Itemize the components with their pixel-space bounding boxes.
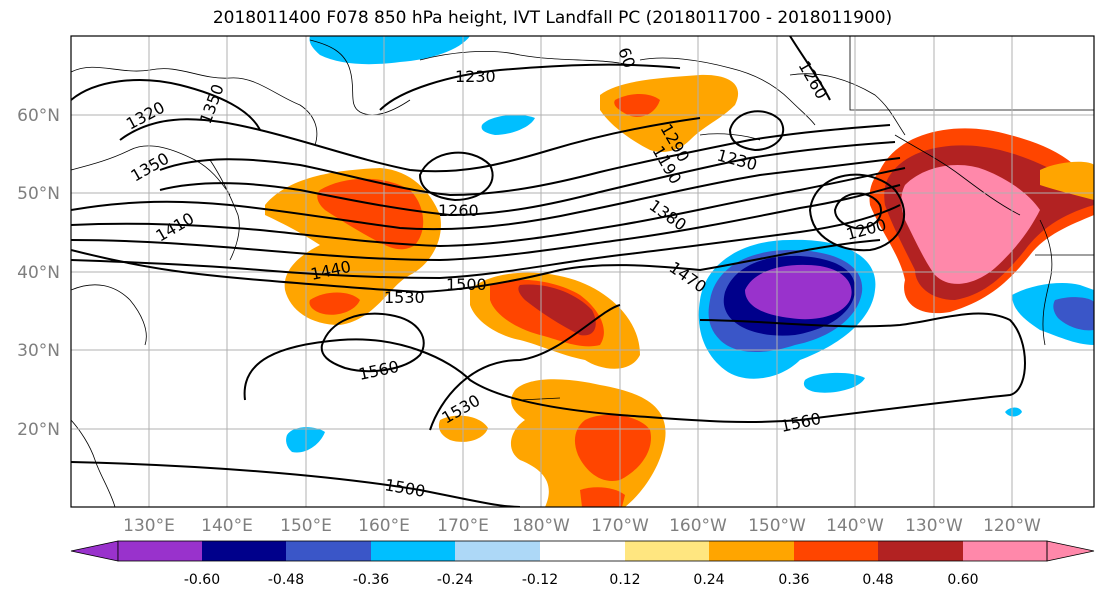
contour-upper-left	[71, 79, 261, 131]
contour-1500	[71, 204, 901, 280]
colorbar-segment	[794, 541, 878, 561]
contour-1530	[71, 239, 881, 294]
contour-1320	[119, 117, 701, 173]
lon-tick-label: 150°E	[280, 516, 332, 536]
lon-tick-label: 150°W	[748, 516, 806, 536]
lon-tick-label: 170°E	[437, 516, 489, 536]
contour-1380	[159, 141, 896, 217]
colorbar-tick-label: 0.60	[947, 572, 978, 588]
ivt-region-pink	[901, 165, 1040, 284]
colorbar-segment	[455, 541, 540, 561]
colorbar-tick-label: -0.24	[437, 572, 473, 588]
lon-tick-label: 160°W	[669, 516, 727, 536]
lat-tick-label: 40°N	[17, 263, 60, 283]
contour-label: 1500	[446, 275, 487, 294]
contour-label: 1230	[455, 67, 496, 86]
lon-tick-label: 130°E	[123, 516, 175, 536]
ivt-region-brown-central	[518, 284, 596, 336]
contour-1560	[243, 312, 1026, 424]
colorbar-segment	[286, 541, 371, 561]
colorbar-frame	[117, 540, 1048, 562]
latitude-axis: 60°N 50°N 40°N 30°N 20°N	[17, 106, 60, 440]
ivt-negative-region-small3	[1005, 407, 1022, 417]
map-title: 2018011400 F078 850 hPa height, IVT Land…	[212, 8, 893, 28]
colorbar-tick-label: 0.24	[693, 572, 724, 588]
colorbar-segment	[202, 541, 286, 561]
colorbar-segment	[709, 541, 794, 561]
ivt-region-redorange-south	[574, 414, 651, 481]
lat-tick-label: 60°N	[17, 106, 60, 126]
contour-1290	[418, 151, 494, 202]
lon-tick-label: 140°W	[826, 516, 884, 536]
map-frame	[70, 35, 1095, 508]
colorbar-left-extension	[70, 540, 119, 562]
colorbar-tick-label: -0.12	[522, 572, 558, 588]
contour-1440	[71, 167, 906, 248]
contour-1530-ring	[429, 304, 621, 431]
contour-low-center	[833, 192, 882, 230]
lat-tick-label: 20°N	[17, 420, 60, 440]
contour-label: 1530	[384, 288, 425, 307]
lon-tick-label: 130°W	[905, 516, 963, 536]
contour-label: 1260	[438, 201, 479, 220]
colorbar-segment	[878, 541, 963, 561]
lon-tick-label: 140°E	[201, 516, 253, 536]
coastlines	[71, 36, 1094, 507]
longitude-axis: 130°E 140°E 150°E 160°E 170°E 180°W 170°…	[123, 516, 1041, 536]
graticule	[71, 36, 1094, 507]
ivt-negative-region-north	[309, 36, 470, 65]
contour-1470	[71, 184, 901, 262]
ivt-region-redorange-nw2	[309, 292, 360, 315]
ivt-region-lightblue-south	[803, 372, 865, 393]
colorbar-tick-label: 0.48	[862, 572, 893, 588]
colorbar-tick-label: 0.12	[609, 572, 640, 588]
contour-1410	[71, 157, 901, 231]
colorbar-segment	[118, 541, 202, 561]
colorbar: -0.60 -0.48 -0.36 -0.24 -0.12 0.12 0.24 …	[70, 540, 1095, 588]
lon-tick-label: 170°W	[591, 516, 649, 536]
colorbar-tick-label: -0.60	[184, 572, 220, 588]
contour-1260	[789, 36, 831, 101]
lon-tick-label: 180°W	[512, 516, 570, 536]
colorbar-segment	[540, 541, 625, 561]
contour-1560-inner	[320, 312, 425, 373]
ivt-region-redorange-nw	[317, 178, 424, 250]
contour-1230-bering	[728, 110, 785, 152]
colorbar-segment	[371, 541, 455, 561]
ivt-negative-region-small1	[481, 114, 535, 135]
lat-tick-label: 30°N	[17, 341, 60, 361]
colorbar-tick-label: -0.36	[353, 572, 389, 588]
ivt-region-midblue-east	[1053, 297, 1094, 331]
ivt-region-redorange-south2	[580, 487, 625, 507]
ivt-region-purple	[745, 264, 852, 320]
lon-tick-label: 160°E	[358, 516, 410, 536]
colorbar-segment	[625, 541, 709, 561]
lon-tick-label: 120°W	[983, 516, 1041, 536]
ivt-region-orange-rim	[1040, 161, 1094, 200]
colorbar-segment	[963, 541, 1047, 561]
ivt-region-redorange-bering	[614, 94, 660, 117]
contour-1230	[379, 63, 681, 111]
colorbar-tick-label: 0.36	[778, 572, 809, 588]
contour-low-ring	[808, 173, 906, 252]
lat-tick-label: 50°N	[17, 184, 60, 204]
ivt-positive-region-bering	[600, 74, 739, 152]
contour-1500-south	[71, 461, 521, 507]
colorbar-tick-label: -0.48	[268, 572, 304, 588]
contour-1350	[159, 124, 891, 197]
colorbar-right-extension	[1046, 540, 1095, 562]
height-contours	[71, 36, 1026, 507]
